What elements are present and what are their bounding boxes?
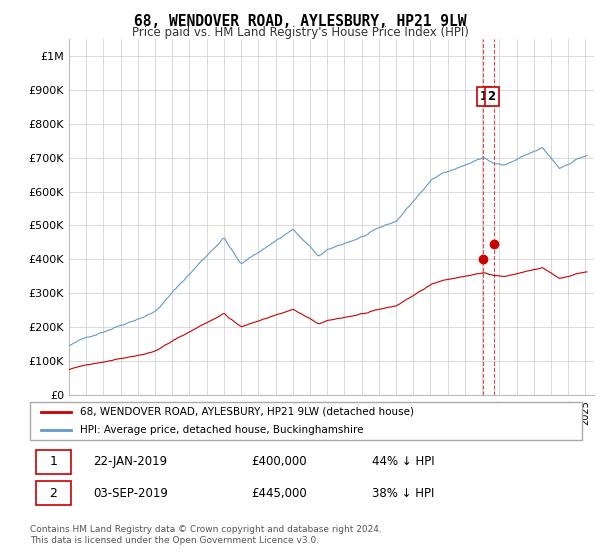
Text: Price paid vs. HM Land Registry's House Price Index (HPI): Price paid vs. HM Land Registry's House … [131, 26, 469, 39]
Text: £445,000: £445,000 [251, 487, 307, 500]
Text: 03-SEP-2019: 03-SEP-2019 [94, 487, 169, 500]
Bar [35, 481, 71, 505]
Bar [35, 450, 71, 474]
Text: Contains HM Land Registry data © Crown copyright and database right 2024.
This d: Contains HM Land Registry data © Crown c… [30, 525, 382, 545]
Text: 68, WENDOVER ROAD, AYLESBURY, HP21 9LW: 68, WENDOVER ROAD, AYLESBURY, HP21 9LW [134, 14, 466, 29]
Text: 2: 2 [488, 90, 496, 103]
Text: 22-JAN-2019: 22-JAN-2019 [94, 455, 167, 468]
Text: HPI: Average price, detached house, Buckinghamshire: HPI: Average price, detached house, Buck… [80, 425, 363, 435]
Text: 1: 1 [480, 90, 488, 103]
Text: 2: 2 [50, 487, 58, 500]
Text: 1: 1 [50, 455, 58, 468]
Text: £400,000: £400,000 [251, 455, 307, 468]
Text: 44% ↓ HPI: 44% ↓ HPI [372, 455, 435, 468]
Text: 68, WENDOVER ROAD, AYLESBURY, HP21 9LW (detached house): 68, WENDOVER ROAD, AYLESBURY, HP21 9LW (… [80, 407, 413, 417]
Text: 38% ↓ HPI: 38% ↓ HPI [372, 487, 434, 500]
